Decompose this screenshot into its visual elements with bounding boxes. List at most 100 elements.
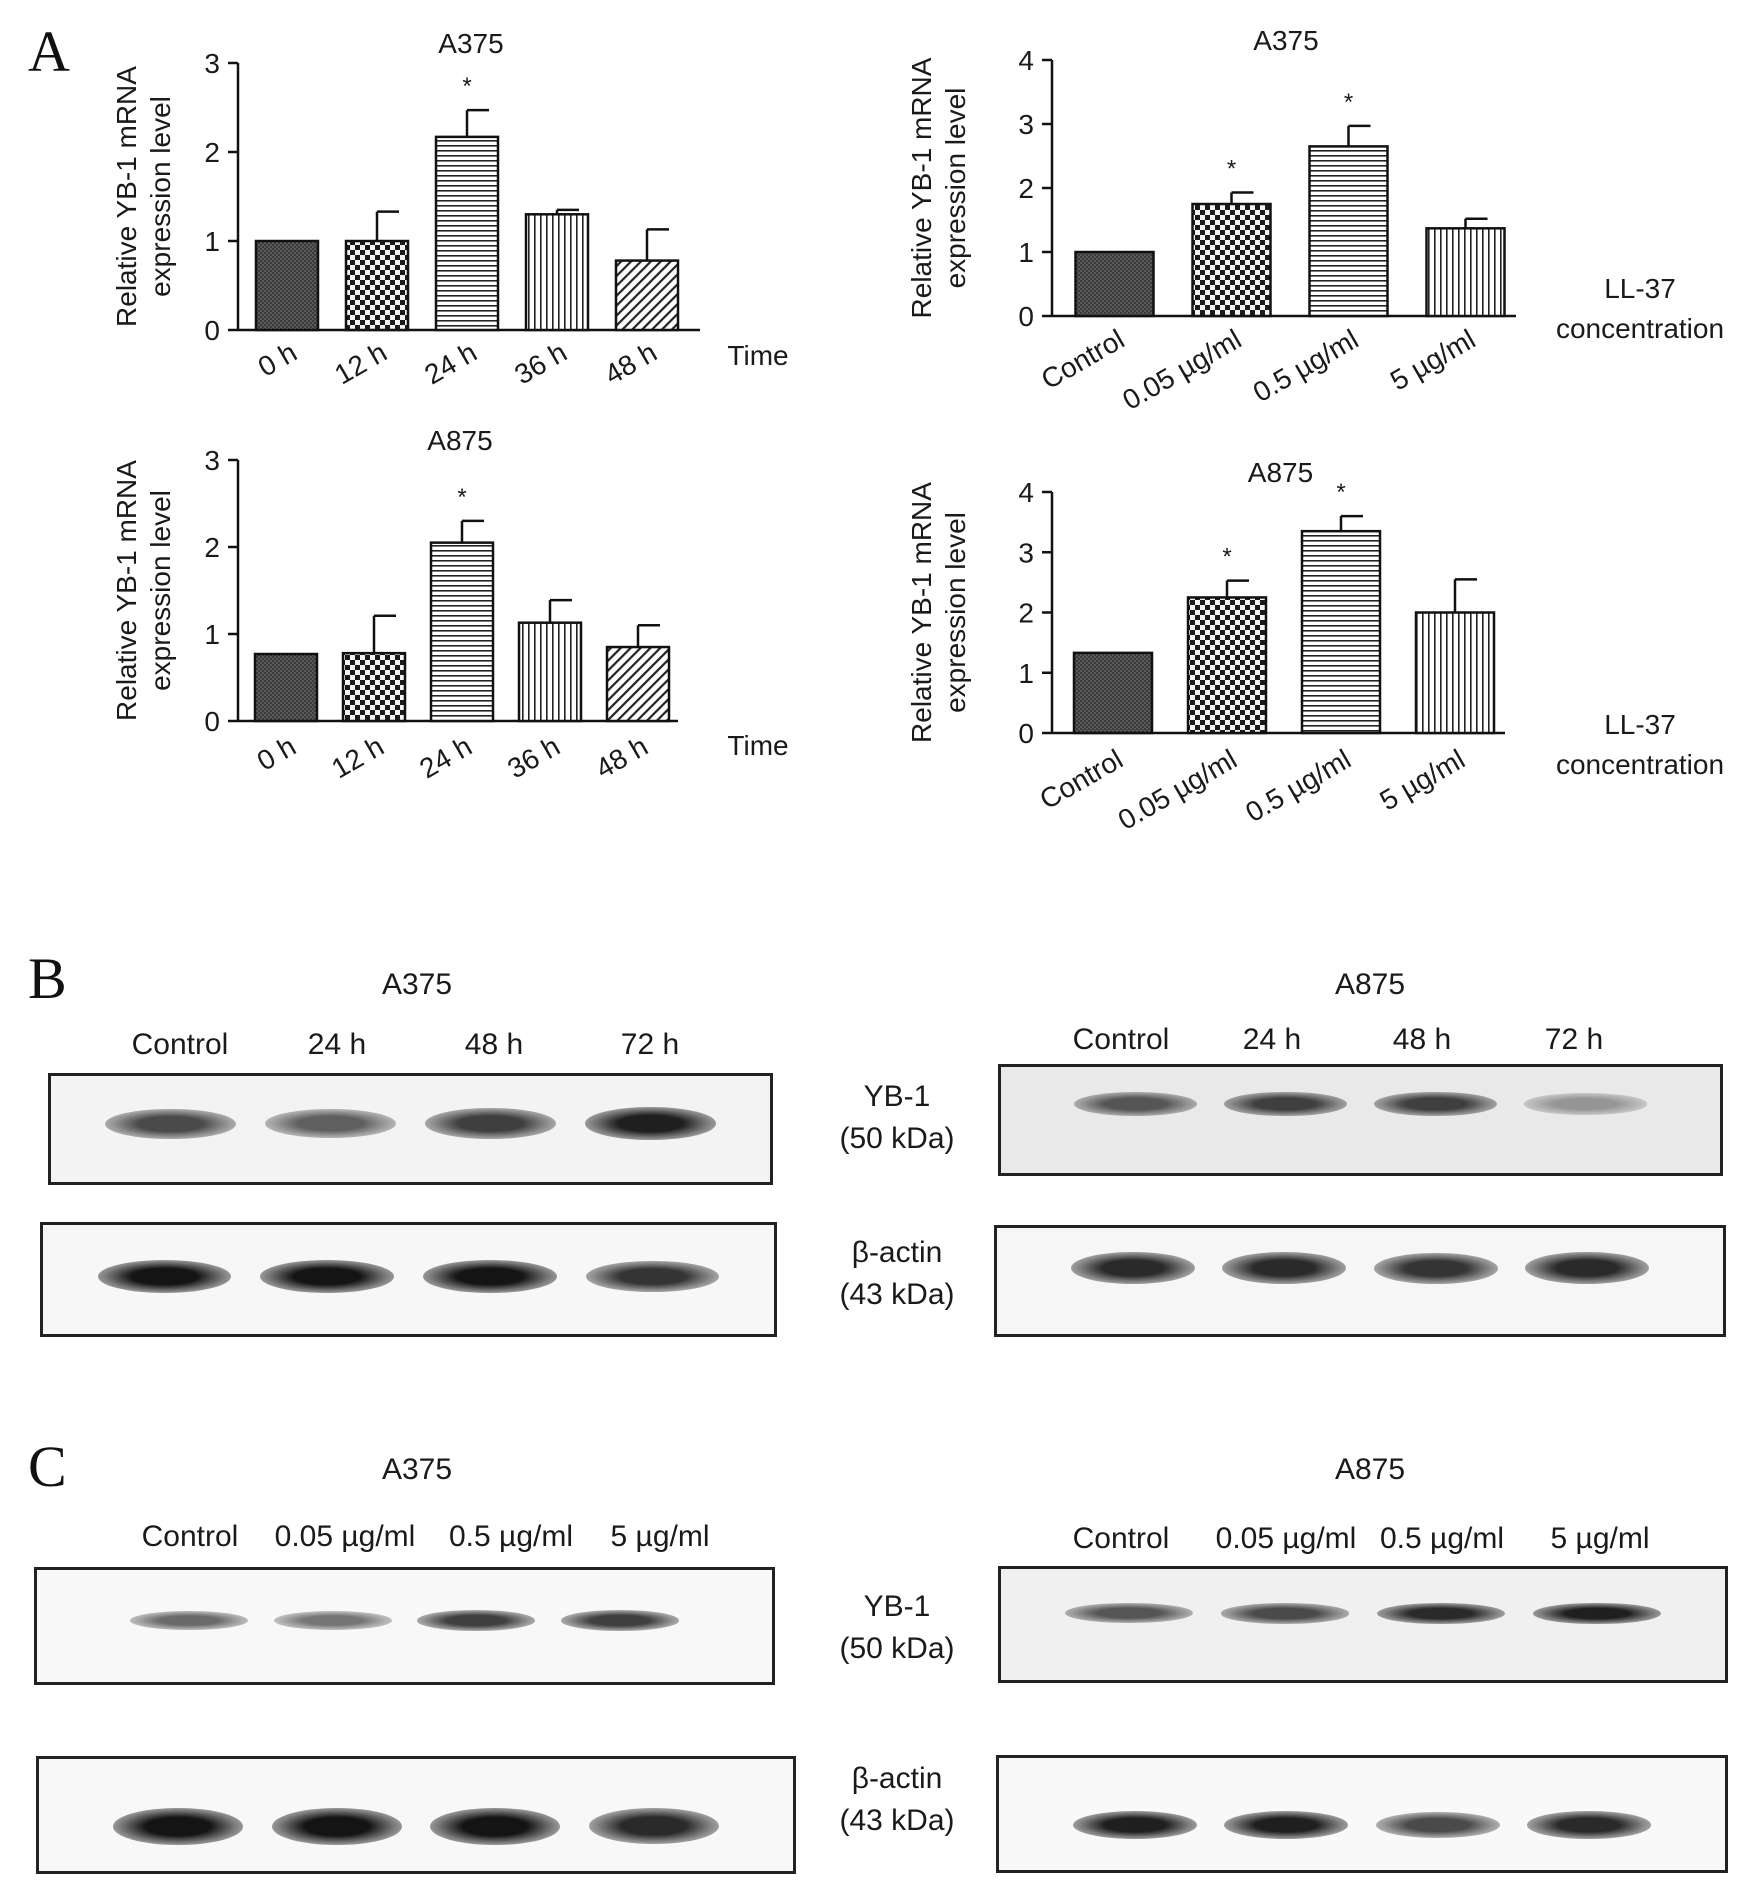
blot-c-a375-actin (36, 1756, 796, 1874)
significance-marker: * (1222, 544, 1231, 571)
bar (1074, 250, 1155, 318)
blot-b-right-lane-label: 24 h (1242, 1023, 1302, 1056)
blot-c-actin-label: β-actin (43 kDa) (812, 1758, 982, 1842)
chart-title: A375 (438, 28, 503, 59)
y-tick-label: 3 (204, 48, 220, 79)
x-axis-label: concentration (1556, 313, 1724, 344)
blot-b-right-lane-label: 48 h (1392, 1023, 1452, 1056)
blot-band (1224, 1091, 1347, 1117)
blot-c-right-lane-label: 5 µg/ml (1550, 1522, 1650, 1555)
blot-c-yb1-label: YB-1 (50 kDa) (812, 1586, 982, 1670)
x-tick-label: 48 h (590, 730, 653, 784)
blot-band (430, 1807, 561, 1845)
x-tick-label: 5 µg/ml (1374, 743, 1470, 816)
x-tick-label: 36 h (502, 730, 565, 784)
blot-band (424, 1108, 556, 1140)
blot-band (1221, 1603, 1349, 1624)
label-line: (50 kDa) (839, 1632, 955, 1665)
blot-c-a875-yb1 (998, 1566, 1728, 1683)
x-tick-label: 12 h (329, 336, 392, 390)
y-tick-label: 1 (204, 619, 220, 650)
y-axis-label: expression level (940, 512, 971, 713)
blot-band (129, 1610, 248, 1630)
bar (605, 645, 671, 723)
blot-b-left-lane-label: 24 h (307, 1028, 367, 1061)
blot-band (265, 1109, 397, 1139)
y-tick-label: 1 (1018, 658, 1034, 689)
y-tick-label: 0 (204, 315, 220, 346)
blot-band (1072, 1811, 1197, 1840)
blot-c-a375-yb1 (34, 1567, 775, 1685)
x-axis-label: Time (727, 340, 788, 371)
bar (1425, 227, 1506, 318)
x-axis-label: concentration (1556, 749, 1724, 780)
x-tick-label: 0.05 µg/ml (1117, 323, 1246, 416)
blot-b-left-lane-label: Control (131, 1028, 229, 1061)
y-axis-label: Relative YB-1 mRNA (111, 66, 142, 327)
blot-c-left-lane-label: 0.5 µg/ml (449, 1520, 573, 1553)
bar (1308, 145, 1389, 318)
x-tick-label: 24 h (414, 730, 477, 784)
label-line: (50 kDa) (839, 1122, 955, 1155)
chart-title: A875 (427, 425, 492, 456)
x-axis-label: LL-37 (1604, 273, 1676, 304)
panel-label-b: B (28, 946, 67, 1011)
blot-b-left-title: A375 (381, 968, 453, 1001)
significance-marker: * (1227, 155, 1236, 182)
blot-b-left-lane-label: 72 h (620, 1028, 680, 1061)
blot-band (588, 1808, 719, 1845)
blot-b-a375-actin (40, 1222, 777, 1337)
blot-band (1375, 1812, 1500, 1839)
x-tick-label: 48 h (599, 336, 662, 390)
blot-b-a875-yb1 (998, 1064, 1723, 1176)
blot-band (423, 1259, 557, 1293)
blot-band (260, 1259, 394, 1293)
panel-label-c: C (28, 1434, 67, 1499)
x-tick-label: 24 h (419, 336, 482, 390)
bar (429, 541, 495, 723)
label-line: (43 kDa) (839, 1278, 955, 1311)
blot-band (113, 1807, 244, 1845)
blot-b-actin-label: β-actin (43 kDa) (812, 1232, 982, 1316)
blot-band (1065, 1603, 1193, 1624)
bar (254, 239, 320, 332)
blot-band (1373, 1091, 1497, 1117)
blot-b-a875-actin (994, 1225, 1726, 1337)
x-tick-label: Control (1034, 743, 1128, 815)
y-tick-label: 0 (204, 706, 220, 737)
blot-band (1224, 1811, 1349, 1840)
blot-band (1074, 1092, 1198, 1117)
bar (341, 651, 407, 723)
y-axis-label: Relative YB-1 mRNA (111, 460, 142, 721)
blot-c-a875-actin (996, 1755, 1728, 1873)
blot-b-a375-yb1 (48, 1073, 773, 1185)
y-axis-label: expression level (145, 96, 176, 297)
x-tick-label: 0 h (253, 336, 302, 382)
blot-band (585, 1260, 720, 1292)
significance-marker: * (457, 484, 466, 511)
bar (1300, 529, 1382, 735)
blot-band (1523, 1093, 1647, 1115)
bar (344, 239, 410, 332)
blot-band (417, 1610, 536, 1631)
label-line: YB-1 (863, 1590, 931, 1623)
x-tick-label: 36 h (509, 336, 572, 390)
y-tick-label: 3 (204, 445, 220, 476)
blot-c-right-lane-label: 0.5 µg/ml (1380, 1522, 1504, 1555)
chart-title: A875 (1248, 457, 1313, 488)
bar (614, 259, 680, 332)
blot-band (584, 1107, 716, 1140)
y-tick-label: 0 (1018, 301, 1034, 332)
significance-marker: * (1336, 479, 1345, 506)
bar (517, 621, 583, 723)
blot-c-left-lane-label: 0.05 µg/ml (274, 1520, 416, 1553)
blot-band (561, 1610, 680, 1631)
x-tick-label: 12 h (326, 730, 389, 784)
bar (1191, 202, 1272, 318)
x-tick-label: 0.05 µg/ml (1113, 743, 1242, 836)
blot-c-left-lane-label: Control (141, 1520, 239, 1553)
bar (434, 135, 500, 332)
x-tick-label: 0.5 µg/ml (1240, 743, 1356, 828)
bar (253, 652, 319, 723)
